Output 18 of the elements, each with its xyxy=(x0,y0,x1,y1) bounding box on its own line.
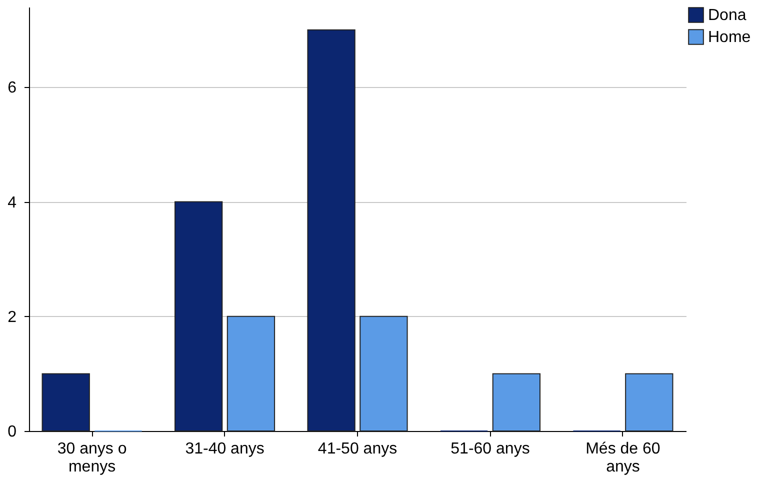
bar xyxy=(307,29,356,432)
x-tick-label: 41-50 anys xyxy=(318,440,398,458)
y-tick-label: 0 xyxy=(8,424,17,440)
bar xyxy=(360,316,408,432)
x-tick-label: 31-40 anys xyxy=(185,440,264,458)
x-tick-label: 30 anys o menys xyxy=(57,440,127,476)
bar xyxy=(174,201,223,432)
y-tick-label: 6 xyxy=(8,80,17,97)
y-tick-label: 2 xyxy=(8,308,17,326)
x-tick-label: Més de 60 anys xyxy=(586,440,660,476)
legend-label: Home xyxy=(708,29,751,46)
bar xyxy=(625,373,674,432)
bar xyxy=(42,373,90,432)
bar xyxy=(226,316,276,432)
bar xyxy=(492,373,540,432)
legend-label: Dona xyxy=(708,7,746,24)
y-tick-label: 4 xyxy=(8,194,17,212)
x-tick-label: 51-60 anys xyxy=(450,440,530,458)
